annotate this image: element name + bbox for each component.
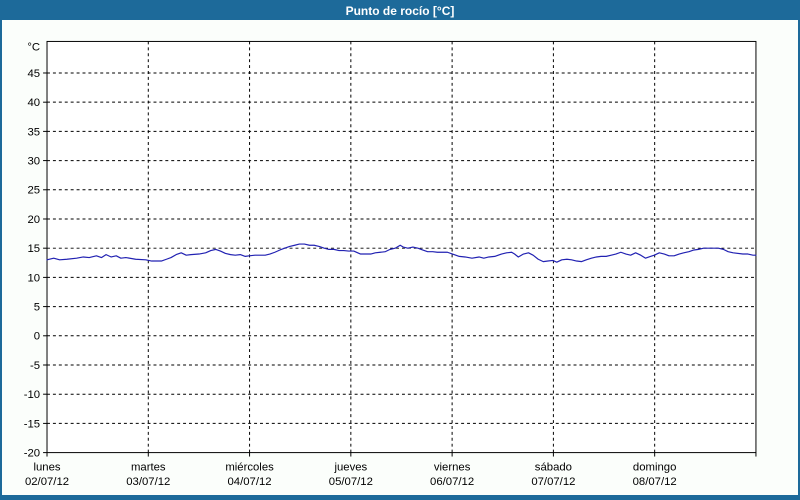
svg-text:miércoles: miércoles	[225, 461, 274, 473]
svg-text:07/07/12: 07/07/12	[531, 476, 575, 488]
svg-text:35: 35	[28, 126, 41, 138]
svg-text:-20: -20	[24, 448, 40, 460]
svg-text:02/07/12: 02/07/12	[25, 476, 69, 488]
svg-text:25: 25	[28, 185, 41, 197]
dew-point-line	[46, 243, 757, 263]
svg-text:martes: martes	[131, 461, 166, 473]
svg-text:06/07/12: 06/07/12	[430, 476, 474, 488]
svg-text:40: 40	[28, 97, 41, 109]
svg-text:15: 15	[28, 243, 41, 255]
chart-title: Punto de rocío [°C]	[345, 4, 455, 18]
svg-text:05/07/12: 05/07/12	[329, 476, 373, 488]
plot-background	[47, 41, 756, 453]
svg-text:-5: -5	[30, 360, 40, 372]
svg-text:domingo: domingo	[633, 461, 676, 473]
svg-text:5: 5	[34, 302, 40, 314]
svg-text:jueves: jueves	[333, 461, 367, 473]
x-axis-labels: lunes 02/07/12 martes 03/07/12 miércoles 04/0…	[25, 452, 757, 488]
svg-text:sábado: sábado	[535, 461, 572, 473]
svg-text:20: 20	[28, 214, 41, 226]
y-axis-labels: 45 40 35 30 25 20 15 10 5 0 -5 -10 -15 -20	[24, 68, 48, 460]
svg-text:lunes: lunes	[33, 461, 60, 473]
y-axis-unit-label: °C	[27, 41, 40, 53]
svg-text:04/07/12: 04/07/12	[228, 476, 272, 488]
svg-text:10: 10	[28, 272, 41, 284]
plot-border	[46, 40, 757, 454]
title-bar: Punto de rocío [°C]	[2, 2, 798, 20]
svg-text:viernes: viernes	[434, 461, 471, 473]
svg-text:°C: °C	[27, 41, 40, 53]
svg-text:-10: -10	[24, 389, 40, 401]
svg-text:08/07/12: 08/07/12	[633, 476, 677, 488]
svg-text:45: 45	[28, 68, 41, 80]
svg-text:-15: -15	[24, 418, 40, 430]
svg-text:30: 30	[28, 156, 41, 168]
svg-text:0: 0	[34, 331, 40, 343]
svg-text:03/07/12: 03/07/12	[126, 476, 170, 488]
